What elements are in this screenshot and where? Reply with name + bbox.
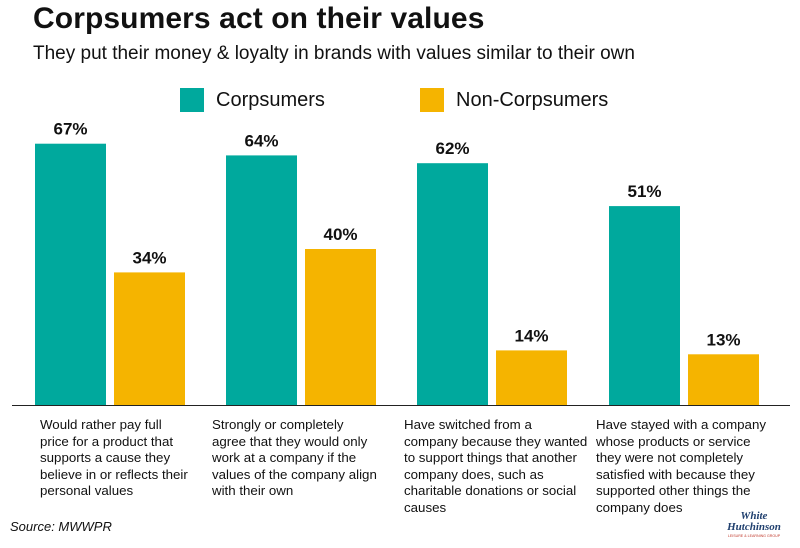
legend-swatch-corpsumers — [180, 88, 204, 112]
legend-item-corpsumers: Corpsumers — [180, 88, 325, 112]
category-label-4: Have stayed with a company whose product… — [596, 417, 766, 515]
legend-label-corpsumers: Corpsumers — [216, 88, 325, 111]
bar-non-corpsumers-3 — [496, 350, 567, 405]
value-label-corpsumers-2: 64% — [244, 131, 278, 150]
bar-corpsumers-3 — [417, 163, 488, 405]
value-label-non-corpsumers-2: 40% — [323, 225, 357, 244]
legend-label-non-corpsumers: Non-Corpsumers — [456, 88, 609, 111]
value-label-corpsumers-1: 67% — [53, 120, 87, 139]
bar-non-corpsumers-4 — [688, 354, 759, 405]
chart-title: Corpsumers act on their values — [33, 2, 485, 35]
legend-item-non-corpsumers: Non-Corpsumers — [420, 88, 608, 112]
bar-corpsumers-2 — [226, 155, 297, 405]
value-label-non-corpsumers-3: 14% — [514, 326, 548, 345]
bar-corpsumers-4 — [609, 206, 680, 405]
logo-tagline: LEISURE & LEARNING GROUP — [728, 534, 781, 538]
value-label-non-corpsumers-1: 34% — [132, 248, 166, 267]
category-label-1: Would rather pay full price for a produc… — [40, 417, 188, 498]
logo-line-1: White — [741, 510, 768, 522]
category-label-3: Have switched from a company because the… — [404, 417, 588, 515]
chart-subtitle: They put their money & loyalty in brands… — [33, 43, 635, 64]
category-label-2: Strongly or completely agree that they w… — [212, 417, 377, 498]
value-label-non-corpsumers-4: 13% — [706, 330, 740, 349]
bar-non-corpsumers-1 — [114, 272, 185, 405]
bar-non-corpsumers-2 — [305, 249, 376, 405]
white-hutchinson-logo: White Hutchinson LEISURE & LEARNING GROU… — [726, 510, 781, 538]
logo-line-2: Hutchinson — [726, 521, 781, 533]
value-label-corpsumers-4: 51% — [627, 182, 661, 201]
bar-corpsumers-1 — [35, 143, 106, 405]
legend-swatch-non-corpsumers — [420, 88, 444, 112]
source-note: Source: MWWPR — [10, 519, 112, 534]
value-label-corpsumers-3: 62% — [435, 139, 469, 158]
